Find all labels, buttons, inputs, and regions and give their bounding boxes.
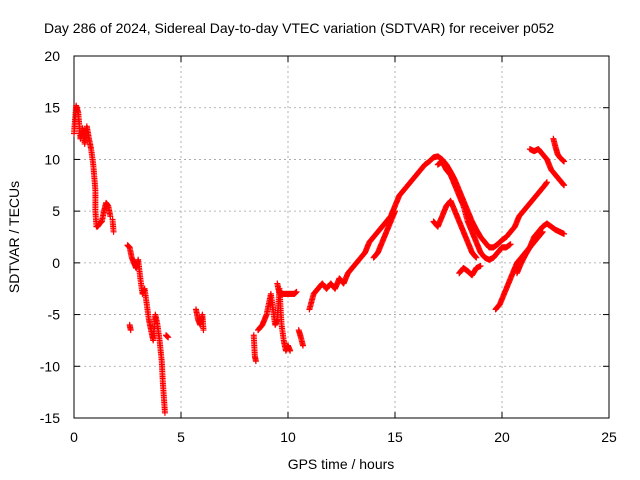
data-point (200, 327, 207, 334)
data-point (392, 208, 398, 215)
x-tick-label: 0 (70, 429, 78, 445)
chart-title: Day 286 of 2024, Sidereal Day-to-day VTE… (44, 20, 554, 36)
data-point (161, 409, 168, 416)
data-point (561, 158, 568, 165)
y-tick-label: 15 (44, 100, 60, 116)
y-tick-label: -10 (40, 358, 60, 374)
y-tick-label: 5 (52, 203, 60, 219)
y-tick-label: 10 (44, 151, 60, 167)
plot-frame (73, 55, 610, 419)
x-tick-label: 25 (601, 429, 617, 445)
data-point (287, 347, 294, 354)
data-points (71, 102, 568, 416)
data-point (543, 179, 550, 186)
grid-lines (74, 56, 609, 418)
data-point (473, 254, 480, 261)
data-point (299, 342, 306, 349)
data-point (477, 262, 484, 269)
data-point (110, 228, 117, 235)
data-point (561, 182, 568, 189)
axis-ticks: 0 5 10 15 20 25 -15 -10 -5 0 5 10 15 20 (40, 48, 617, 445)
data-point (165, 334, 172, 341)
data-point (561, 230, 568, 237)
data-point (107, 213, 114, 220)
data-point (127, 327, 134, 334)
y-tick-label: 20 (44, 48, 60, 64)
x-tick-label: 15 (387, 429, 403, 445)
x-tick-label: 5 (177, 429, 185, 445)
x-axis-label: GPS time / hours (288, 456, 395, 472)
x-tick-label: 20 (494, 429, 510, 445)
y-tick-label: 0 (52, 255, 60, 271)
y-tick-label: -15 (40, 410, 60, 426)
data-point (293, 288, 300, 295)
x-tick-label: 10 (280, 429, 296, 445)
y-tick-label: -5 (48, 307, 61, 323)
y-axis-label: SDTVAR / TECUs (6, 181, 22, 293)
data-point (507, 241, 514, 248)
data-point (252, 358, 259, 365)
